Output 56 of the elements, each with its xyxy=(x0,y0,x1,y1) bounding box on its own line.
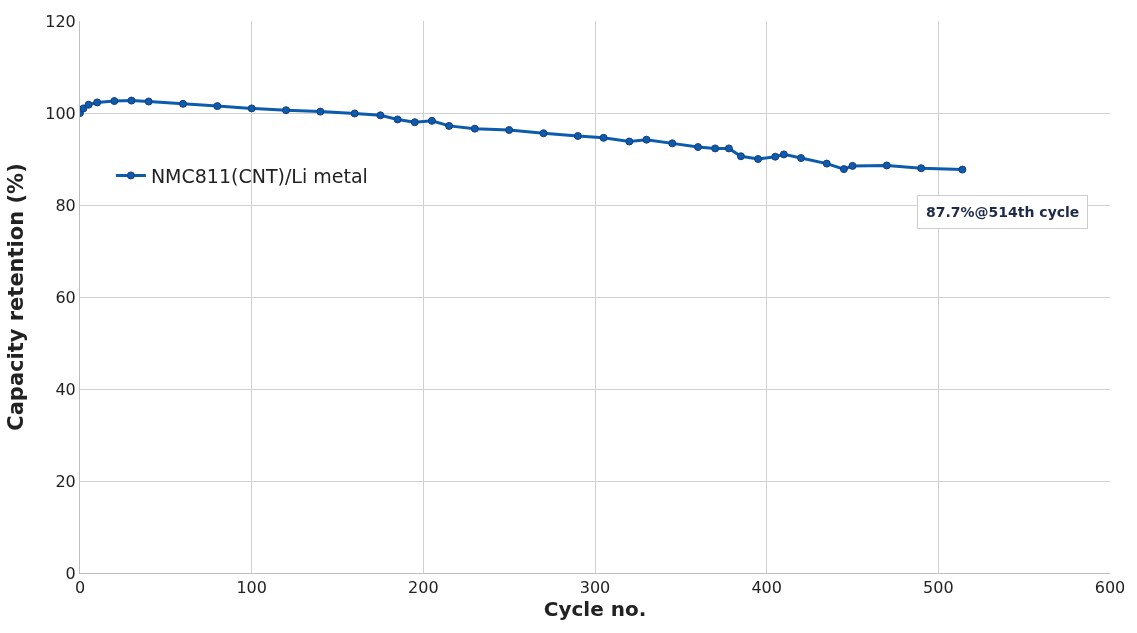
x-tick-label: 400 xyxy=(751,578,782,598)
point xyxy=(282,106,290,115)
point xyxy=(822,159,831,168)
point xyxy=(539,129,548,138)
point xyxy=(882,161,891,170)
point xyxy=(427,116,436,125)
point xyxy=(93,98,102,107)
y-tick-label: 60 xyxy=(55,287,76,307)
y-tick-label: 0 xyxy=(65,563,76,583)
y-axis-title: Capacity retention (%) xyxy=(4,163,29,431)
point xyxy=(410,118,419,127)
x-tick-label: 600 xyxy=(1094,578,1126,598)
point xyxy=(213,102,222,111)
point xyxy=(599,133,608,142)
point xyxy=(316,107,325,116)
legend-label: NMC811(CNT)/Li metal xyxy=(150,164,368,187)
x-tick-label: 300 xyxy=(579,578,611,598)
point xyxy=(668,139,677,148)
point xyxy=(917,164,926,173)
point xyxy=(127,96,136,105)
point xyxy=(445,121,454,130)
point xyxy=(376,111,385,120)
point xyxy=(110,97,119,106)
y-tick-label: 80 xyxy=(55,195,76,215)
point xyxy=(84,100,93,109)
point xyxy=(694,143,702,152)
point xyxy=(470,124,479,133)
x-tick-label: 100 xyxy=(236,578,267,598)
point xyxy=(393,115,402,124)
point xyxy=(179,99,187,108)
y-tick-label: 120 xyxy=(45,11,76,31)
annotation: 87.7%@514th cycle xyxy=(926,204,1080,220)
point xyxy=(80,104,88,113)
point xyxy=(724,144,733,153)
point xyxy=(958,165,967,174)
point xyxy=(573,132,582,140)
x-tick-label: 500 xyxy=(923,578,954,598)
point xyxy=(736,152,745,161)
point xyxy=(754,155,763,163)
point xyxy=(797,154,805,163)
point xyxy=(625,137,634,146)
point xyxy=(247,104,256,113)
point xyxy=(642,135,651,144)
x-tick-label: 200 xyxy=(408,578,439,598)
point xyxy=(350,109,359,118)
point xyxy=(848,161,857,170)
point xyxy=(711,144,720,153)
y-tick-label: 20 xyxy=(55,471,76,491)
point xyxy=(779,150,788,159)
point xyxy=(505,126,514,135)
point xyxy=(144,97,153,106)
point xyxy=(771,152,780,161)
x-axis-title: Cycle no. xyxy=(543,597,647,622)
point xyxy=(839,165,848,174)
y-tick-label: 40 xyxy=(55,379,76,399)
y-tick-label: 100 xyxy=(45,103,76,123)
